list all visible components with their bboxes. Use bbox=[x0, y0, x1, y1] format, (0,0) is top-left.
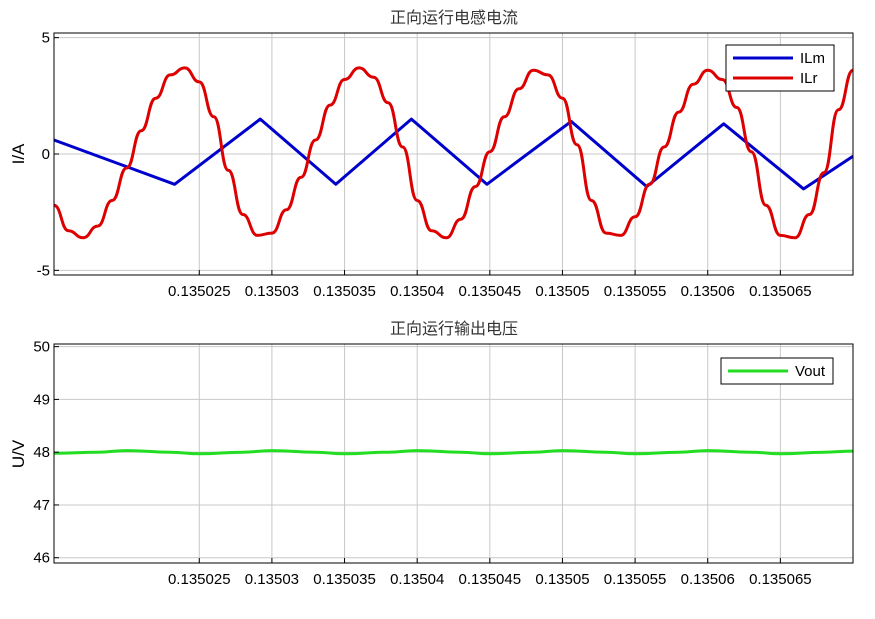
legend-label-ilr: ILr bbox=[800, 70, 818, 87]
series-line-vout bbox=[53, 449, 854, 456]
legend: ILm ILr bbox=[725, 44, 835, 92]
x-tick-label: 0.135045 bbox=[459, 283, 522, 300]
tick-labels: 0.135025 0.13503 0.135035 0.13504 0.135045 0.… bbox=[33, 339, 811, 588]
x-tick-label: 0.135055 bbox=[604, 571, 667, 588]
x-tick-label: 0.135035 bbox=[313, 283, 376, 300]
chart-title: 正向运行电感电流 bbox=[390, 8, 518, 27]
inductor-current-plot: 正向运行电感电流 0.135025 0.13503 0.135035 0.13504 0… bbox=[9, 8, 854, 300]
y-tick-label: 0 bbox=[42, 146, 50, 163]
y-tick-label: 49 bbox=[33, 391, 50, 408]
y-tick-label: 5 bbox=[42, 30, 50, 47]
series-line-ilm bbox=[53, 117, 854, 191]
legend-label-ilm: ILm bbox=[800, 50, 825, 67]
x-tick-label: 0.13503 bbox=[245, 571, 299, 588]
y-tick-label: -5 bbox=[37, 262, 50, 279]
x-tick-label: 0.13505 bbox=[535, 571, 589, 588]
y-axis-label: I/A bbox=[9, 143, 28, 164]
y-tick-label: 47 bbox=[33, 497, 50, 514]
x-tick-label: 0.135065 bbox=[749, 571, 812, 588]
x-tick-label: 0.135025 bbox=[168, 283, 231, 300]
legend-box bbox=[725, 44, 835, 92]
x-tick-label: 0.135065 bbox=[749, 283, 812, 300]
y-tick-label: 46 bbox=[33, 550, 50, 567]
legend-label-vout: Vout bbox=[795, 363, 826, 380]
grid-lines bbox=[54, 33, 853, 275]
x-tick-label: 0.13504 bbox=[390, 571, 444, 588]
x-tick-label: 0.135035 bbox=[313, 571, 376, 588]
legend: Vout bbox=[720, 357, 834, 385]
series-lines bbox=[53, 66, 854, 240]
series-lines bbox=[53, 449, 854, 456]
x-tick-label: 0.13505 bbox=[535, 283, 589, 300]
output-voltage-plot: 正向运行输出电压 0.135025 0.13503 0.135035 0.13504 0… bbox=[9, 319, 854, 588]
x-tick-label: 0.135025 bbox=[168, 571, 231, 588]
tick-labels: 0.135025 0.13503 0.135035 0.13504 0.135045 0.… bbox=[37, 30, 812, 300]
y-tick-label: 50 bbox=[33, 339, 50, 356]
x-tick-label: 0.135055 bbox=[604, 283, 667, 300]
series-line-ilr bbox=[53, 66, 854, 240]
y-axis-label: U/V bbox=[9, 439, 28, 468]
x-tick-label: 0.13506 bbox=[681, 283, 735, 300]
x-tick-label: 0.13504 bbox=[390, 283, 444, 300]
x-tick-label: 0.13503 bbox=[245, 283, 299, 300]
x-tick-label: 0.135045 bbox=[459, 571, 522, 588]
y-tick-label: 48 bbox=[33, 444, 50, 461]
x-tick-label: 0.13506 bbox=[681, 571, 735, 588]
plot-frame bbox=[53, 343, 854, 564]
chart-title: 正向运行输出电压 bbox=[390, 319, 518, 338]
